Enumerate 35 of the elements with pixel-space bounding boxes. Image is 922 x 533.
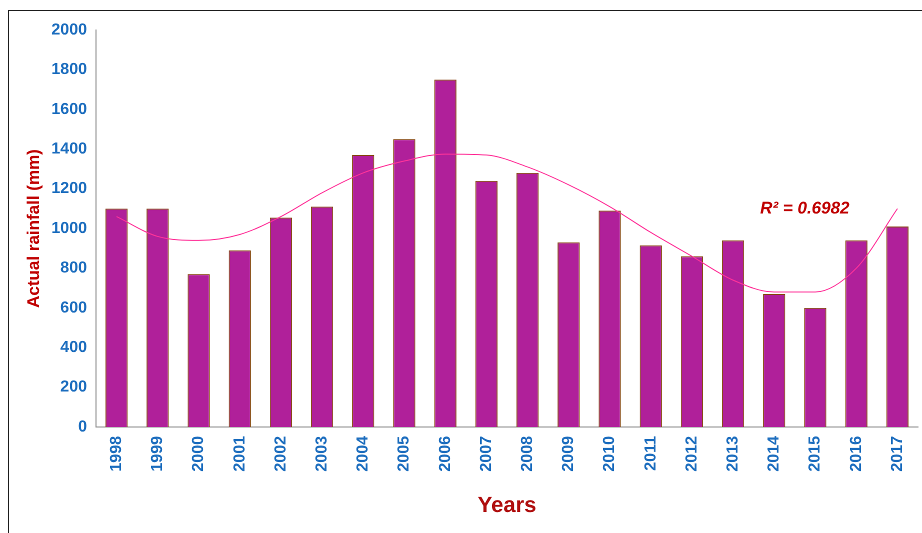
- y-tick-label: 1400: [51, 140, 88, 158]
- y-tick-label: 400: [60, 339, 88, 356]
- y-tick-label: 0: [78, 418, 88, 436]
- line-series: [116, 154, 898, 293]
- x-tick-label: 2004: [354, 436, 372, 472]
- y-tick-label: 200: [60, 378, 88, 396]
- x-tick-label: 2002: [272, 436, 290, 472]
- x-tick-label: 2012: [683, 436, 700, 472]
- x-tick-label: 2017: [888, 436, 906, 472]
- x-tick-label: 2013: [724, 436, 742, 472]
- x-tick-label: 2003: [313, 436, 330, 472]
- y-axis-title: Actual rainfall (mm): [24, 149, 43, 308]
- x-tick-label: 2015: [806, 436, 824, 472]
- x-tick-label: 2008: [518, 436, 536, 472]
- x-tick-label: 2010: [601, 436, 618, 472]
- x-tick-label: 1999: [149, 436, 166, 472]
- y-tick-label: 800: [60, 260, 88, 277]
- x-tick-label: 2000: [190, 436, 208, 472]
- x-tick-label: 2001: [231, 436, 248, 472]
- y-tick-label: 1000: [51, 220, 88, 237]
- x-tick-label: 2007: [478, 436, 495, 472]
- y-tick-label: 1600: [51, 100, 88, 118]
- x-tick-label: 2011: [642, 436, 660, 471]
- y-tick-label: 1800: [51, 61, 88, 78]
- y-tick-label: 1200: [51, 180, 88, 198]
- x-tick-label: 2009: [560, 436, 578, 472]
- x-tick-label: 2014: [766, 436, 783, 472]
- x-tick-label: 2006: [436, 436, 454, 472]
- annotation: R² = 0.6982: [760, 198, 850, 218]
- x-tick-label: 2016: [848, 436, 865, 472]
- y-tick-label: 2000: [51, 21, 88, 38]
- x-tick-label: 1998: [108, 436, 125, 472]
- x-axis-title: Years: [478, 492, 536, 517]
- y-tick-label: 600: [60, 299, 88, 316]
- x-tick-label: 2005: [396, 436, 413, 472]
